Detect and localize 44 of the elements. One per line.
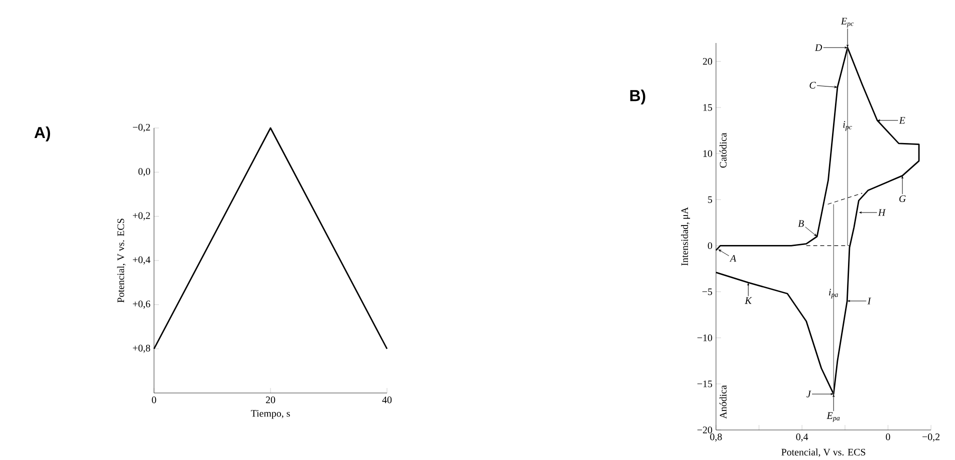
annotation: J — [806, 390, 812, 398]
annotation: B — [798, 220, 804, 227]
y-tick-label: −10 — [697, 334, 712, 342]
y-tick-label: −15 — [697, 380, 712, 388]
y-tick-label: 10 — [703, 150, 712, 157]
y-axis-title: Intensidad, μA — [681, 206, 690, 266]
annotation: E$_{pc}$ — [840, 18, 854, 28]
annotation: C — [810, 82, 816, 88]
x-tick-label: 40 — [382, 396, 392, 404]
annotation: i$_{pc}$ — [843, 121, 852, 131]
y-tick-label: +0,4 — [132, 256, 150, 264]
annotation: E — [899, 116, 906, 124]
x-tick-label: 0 — [152, 396, 156, 404]
y-tick-label: −20 — [697, 426, 712, 434]
y-tick-label: 15 — [703, 104, 712, 111]
text: B) — [630, 89, 646, 104]
y-tick-label: −5 — [702, 288, 712, 295]
y-tick-label: 5 — [708, 196, 712, 203]
annotation: Anódica — [720, 385, 727, 419]
y-tick-label: +0,2 — [132, 212, 150, 220]
chart-title: A) — [34, 126, 50, 142]
annotation: I — [867, 298, 872, 304]
annotation: i$_{pa}$ — [829, 288, 838, 298]
annotation: H — [878, 209, 886, 216]
y-tick-label: 0 — [708, 242, 712, 249]
annotation: A — [730, 254, 736, 262]
y-axis-title: Potencial, V vs. ECS — [117, 218, 126, 302]
y-tick-label: +0,8 — [132, 344, 150, 353]
annotation: G — [899, 195, 906, 202]
x-tick-label: 0,4 — [796, 433, 808, 442]
y-tick-label: 20 — [702, 58, 712, 65]
x-tick-label: 0 — [886, 433, 890, 440]
annotation: D — [814, 44, 822, 51]
annotation: Catódica — [720, 132, 727, 168]
y-tick-label: 0,0 — [138, 168, 150, 176]
y-tick-label: −0,2 — [132, 124, 150, 132]
x-tick-label: 20 — [266, 396, 276, 404]
x-axis-title: Tiempo, s — [250, 410, 290, 419]
annotation: K — [744, 297, 752, 304]
x-axis-title: Potencial, V vs. ECS — [781, 448, 866, 457]
y-tick-label: +0,6 — [132, 300, 150, 309]
x-tick-label: −0,2 — [922, 433, 940, 442]
x-tick-label: 0,8 — [710, 433, 722, 442]
annotation: E$_{pa}$ — [826, 412, 840, 422]
